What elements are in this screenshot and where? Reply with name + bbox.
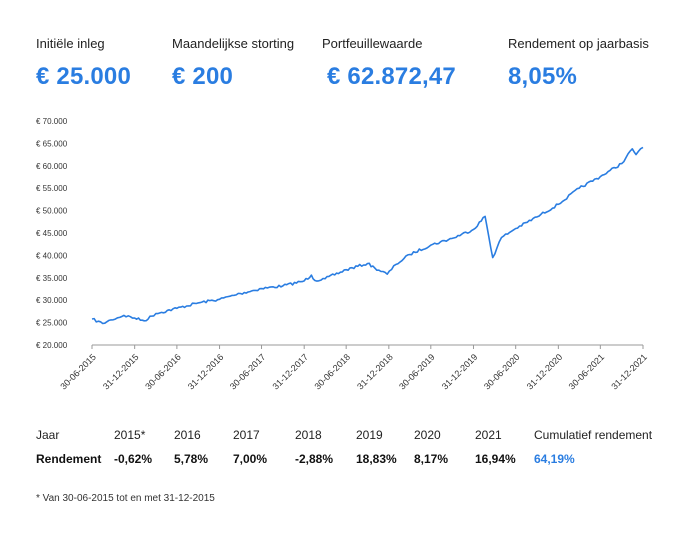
table-cell-return: -2,88% [295, 452, 334, 466]
x-tick-label: 31-12-2018 [355, 352, 395, 392]
x-tick-label: 30-06-2021 [567, 352, 607, 392]
kpi-value: € 62.872,47 [327, 63, 456, 90]
x-tick-label: 30-06-2015 [58, 352, 98, 392]
table-header-cell: 2015* [114, 428, 146, 442]
table-cell-return: 7,00% [233, 452, 268, 466]
table-header-cell: 2016 [174, 428, 201, 442]
table-header-cell: Cumulatief rendement [534, 428, 653, 442]
table-cell-return: 5,78% [174, 452, 209, 466]
x-tick-label: 30-06-2016 [143, 352, 183, 392]
y-tick-label: € 55.000 [36, 184, 68, 193]
y-tick-label: € 70.000 [36, 117, 68, 126]
y-tick-label: € 45.000 [36, 229, 68, 238]
table-header-year: Jaar [36, 428, 60, 442]
table-header-cell: 2018 [295, 428, 322, 442]
kpi-monthly-deposit: Maandelijkse storting € 200 [172, 36, 294, 91]
x-tick-label: 30-06-2017 [228, 352, 268, 392]
y-tick-label: € 25.000 [36, 319, 68, 328]
kpi-label: Initiële inleg [36, 36, 105, 51]
table-header-cell: 2019 [356, 428, 383, 442]
x-tick-label: 31-12-2017 [271, 352, 311, 392]
table-header-cell: 2020 [414, 428, 441, 442]
x-tick-label: 30-06-2020 [482, 352, 522, 392]
table-row-label: Rendement [36, 452, 102, 466]
kpi-portfolio-value: Portfeuillewaarde € 62.872,47 [322, 36, 456, 91]
kpi-label: Portfeuillewaarde [322, 36, 423, 51]
y-tick-label: € 65.000 [36, 139, 68, 148]
table-cell-return: 18,83% [356, 452, 397, 466]
y-axis: € 20.000 € 25.000 € 30.000 € 35.000 € 40.000… [36, 117, 68, 350]
y-tick-label: € 60.000 [36, 162, 68, 171]
series-line-portfolio [91, 146, 644, 325]
table-cell-return: 16,94% [475, 452, 516, 466]
table-cell-return: 8,17% [414, 452, 449, 466]
kpi-value: 8,05% [508, 63, 578, 90]
cumulative-return-value: 64,19% [534, 452, 575, 466]
y-tick-label: € 35.000 [36, 274, 68, 283]
y-tick-label: € 30.000 [36, 296, 68, 305]
x-tick-label: 31-12-2019 [440, 352, 480, 392]
y-tick-label: € 20.000 [36, 341, 68, 350]
x-tick-label: 30-06-2019 [397, 352, 437, 392]
kpi-label: Maandelijkse storting [172, 36, 295, 51]
y-tick-label: € 40.000 [36, 251, 68, 260]
table-header-cell: 2021 [475, 428, 502, 442]
kpi-annual-return: Rendement op jaarbasis 8,05% [508, 36, 649, 91]
x-tick-label: 31-12-2016 [186, 352, 226, 392]
x-tick-label: 31-12-2021 [609, 352, 649, 392]
kpi-label: Rendement op jaarbasis [508, 36, 649, 51]
y-tick-label: € 50.000 [36, 207, 68, 216]
x-axis: 30-06-2015 31-12-2015 30-06-2016 31-12-2016… [58, 345, 649, 392]
x-tick-label: 30-06-2018 [312, 352, 352, 392]
kpi-value: € 200 [172, 63, 234, 90]
x-tick-label: 31-12-2015 [101, 352, 141, 392]
kpi-value: € 25.000 [36, 63, 132, 90]
footnote: * Van 30-06-2015 tot en met 31-12-2015 [36, 493, 215, 504]
portfolio-value-chart: € 20.000 € 25.000 € 30.000 € 35.000 € 40.000… [36, 117, 649, 392]
table-header-cell: 2017 [233, 428, 260, 442]
kpi-initial-deposit: Initiële inleg € 25.000 [36, 36, 131, 91]
x-tick-label: 31-12-2020 [525, 352, 565, 392]
table-cell-return: -0,62% [114, 452, 153, 466]
